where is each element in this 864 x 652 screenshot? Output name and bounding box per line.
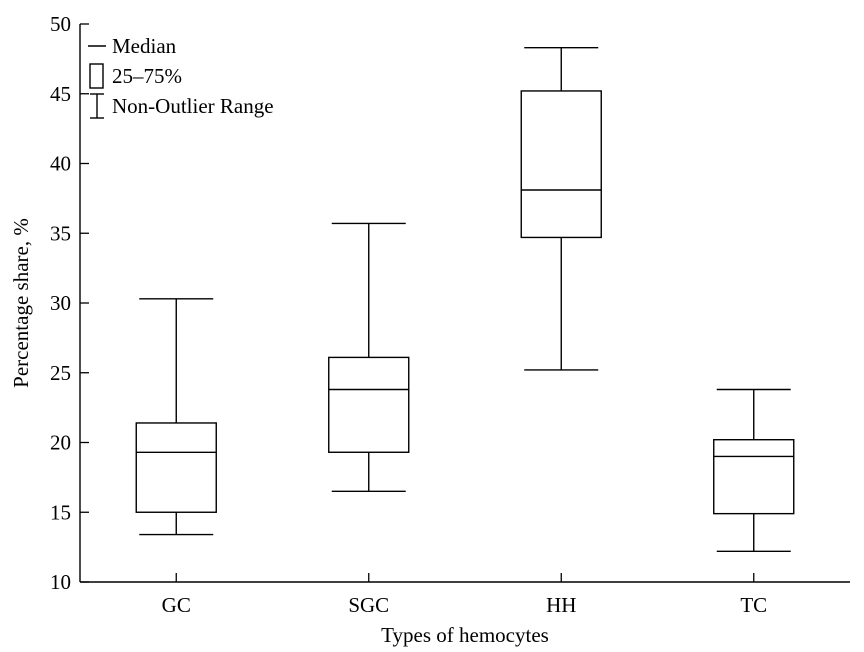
x-tick-label-SGC: SGC <box>348 593 389 617</box>
legend-entry-whisker: Non-Outlier Range <box>90 93 274 119</box>
legend-label-line: Median <box>112 34 177 58</box>
legend-box-symbol <box>89 63 104 89</box>
legend-label-box: 25–75% <box>112 64 182 88</box>
y-tick-label-10: 10 <box>50 570 71 594</box>
x-tick-label-GC: GC <box>162 593 191 617</box>
y-axis-ticks: 10 15 20 25 30 35 40 45 50 <box>50 12 89 594</box>
box-group-SGC <box>328 222 410 493</box>
box-group-TC <box>713 388 795 553</box>
y-tick-label-35: 35 <box>50 221 71 245</box>
y-tick-label-40: 40 <box>50 152 71 176</box>
legend-entry-line: Median <box>88 34 177 58</box>
iqr-box-TC <box>713 439 795 515</box>
y-tick-label-30: 30 <box>50 291 71 315</box>
y-axis-title: Percentage share, % <box>9 218 33 388</box>
iqr-box-HH <box>520 90 602 239</box>
y-tick-label-20: 20 <box>50 431 71 455</box>
iqr-box-GC <box>135 422 217 513</box>
legend-entry-box: 25–75% <box>89 63 182 89</box>
legend: Median 25–75% Non-Outlier Range <box>88 34 274 119</box>
y-tick-label-25: 25 <box>50 361 71 385</box>
legend-label-whisker: Non-Outlier Range <box>112 94 274 118</box>
iqr-box-SGC <box>328 356 410 453</box>
x-axis-ticks: GC SGC HH TC <box>162 573 767 617</box>
y-tick-label-45: 45 <box>50 82 71 106</box>
boxes-layer <box>135 47 795 553</box>
y-tick-label-50: 50 <box>50 12 71 36</box>
x-axis-title: Types of hemocytes <box>381 623 549 647</box>
box-group-HH <box>520 47 602 371</box>
x-tick-label-TC: TC <box>740 593 767 617</box>
x-tick-label-HH: HH <box>546 593 576 617</box>
box-group-GC <box>135 298 217 536</box>
y-tick-label-15: 15 <box>50 500 71 524</box>
